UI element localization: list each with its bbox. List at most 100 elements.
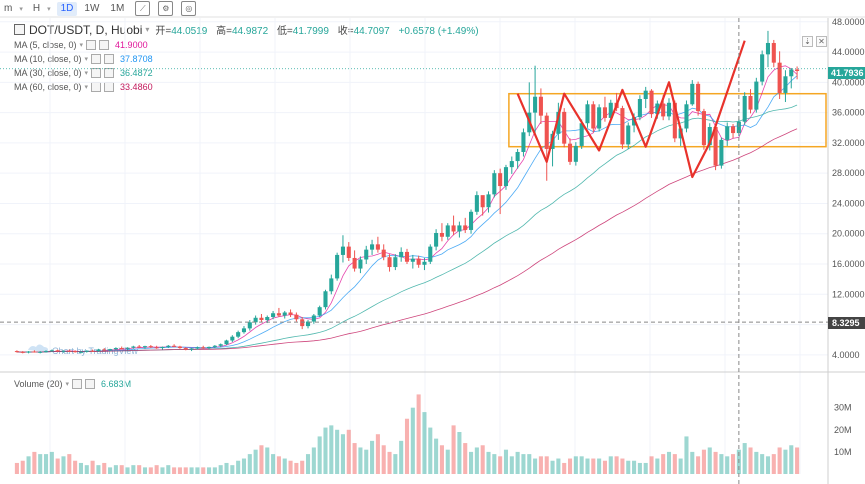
candle [183, 347, 188, 351]
pane-close-icon[interactable]: ✕ [816, 36, 827, 47]
volume-bar [422, 412, 427, 474]
settings-icon[interactable]: ⚙ [158, 1, 174, 16]
candle-body [381, 249, 386, 258]
volume-close-icon[interactable] [85, 379, 96, 389]
candle-body [760, 54, 765, 82]
interval-minutes-button[interactable]: m [4, 3, 13, 14]
symbol-dropdown-icon[interactable]: ▾ [145, 25, 150, 34]
candle [288, 309, 293, 318]
candle-body [544, 115, 549, 149]
volume-visibility-icon[interactable] [72, 379, 83, 389]
price-tick-label: 36.0000 [832, 108, 865, 118]
volume-bar [108, 467, 113, 474]
ma30-close-icon[interactable] [104, 68, 115, 78]
candle-body [300, 319, 305, 327]
interval-month-button[interactable]: 1M [110, 3, 125, 14]
ma5-dropdown-icon[interactable]: ▾ [79, 42, 84, 49]
volume-bar [177, 467, 182, 474]
candle [783, 70, 788, 103]
volume-bar [463, 443, 468, 474]
ma5-visibility-icon[interactable] [86, 40, 97, 50]
consolidation-box [508, 92, 827, 148]
candle-body [538, 96, 543, 116]
candle [538, 88, 543, 124]
candle [259, 313, 264, 323]
volume-bar [288, 460, 293, 474]
candle [119, 346, 124, 350]
candle-body [84, 350, 89, 352]
candle-body [439, 232, 444, 237]
candle-body [632, 117, 637, 126]
high-label: 高= [216, 26, 232, 37]
volume-bar [533, 458, 538, 474]
volume-bar [678, 458, 683, 474]
ma10-line [16, 75, 798, 353]
candle [410, 254, 415, 269]
volume-dropdown-icon[interactable]: ▾ [65, 381, 70, 388]
candle-body [166, 345, 171, 347]
candle [404, 248, 410, 265]
ma30-dropdown-icon[interactable]: ▾ [84, 70, 89, 77]
candle-body [690, 83, 695, 105]
candle-body [457, 225, 462, 232]
ma60-dropdown-icon[interactable]: ▾ [84, 84, 89, 91]
interval-day-button[interactable]: 1D [56, 1, 78, 16]
pane-collapse-icon[interactable]: ⇣ [802, 36, 813, 47]
volume-bar [754, 451, 759, 474]
candle-body [748, 95, 753, 110]
candle [55, 349, 60, 352]
candle [189, 348, 194, 352]
interval-week-button[interactable]: 1W [84, 3, 100, 14]
candle-body [509, 161, 514, 168]
volume-bar [399, 440, 404, 474]
interval-minutes-dropdown-icon[interactable]: ▾ [19, 5, 23, 13]
candle [294, 312, 299, 322]
candle-body [78, 351, 83, 353]
volume-bar [311, 447, 316, 474]
volume-bar [597, 458, 602, 474]
volume-bar [451, 425, 456, 474]
candle [509, 156, 514, 174]
last-price-tag: 41.7936 [831, 68, 864, 78]
ma10-dropdown-icon[interactable]: ▾ [84, 56, 89, 63]
volume-bar [241, 458, 247, 474]
interval-hours-dropdown-icon[interactable]: ▾ [47, 5, 51, 13]
volume-bar [38, 454, 43, 474]
ma5-close-icon[interactable] [99, 40, 110, 50]
candle-body [463, 225, 468, 230]
candle [90, 349, 95, 352]
high-value: 44.9872 [232, 26, 269, 37]
ma5-label: MA (5, close, 0) [14, 40, 77, 50]
candle-body [684, 104, 689, 129]
volume-bar [387, 451, 392, 474]
candle [439, 223, 444, 242]
screenshot-icon[interactable]: ◎ [181, 1, 197, 16]
volume-bar [655, 458, 660, 474]
volume-label: Volume (20) [14, 379, 63, 389]
candle-body [474, 195, 479, 212]
candle [748, 89, 753, 114]
candle [300, 317, 305, 330]
volume-bar [195, 467, 200, 474]
candle-body [777, 62, 782, 93]
candle-body [696, 83, 701, 112]
candle [43, 350, 49, 353]
volume-bar [643, 462, 648, 474]
candle [49, 349, 54, 352]
interval-hours-button[interactable]: H [32, 3, 41, 14]
volume-bar [573, 456, 578, 474]
low-label: 低= [276, 26, 293, 37]
ma10-close-icon[interactable] [104, 54, 115, 64]
volume-bar [294, 462, 299, 474]
volume-bar [183, 467, 188, 474]
candle-body [597, 107, 602, 129]
collapse-legend-icon[interactable] [14, 24, 25, 35]
candle [585, 100, 590, 128]
volume-bar [381, 445, 386, 474]
symbol-legend: DOT/USDT, D, Huobi ▾ 开=44.0519 高=44.9872… [14, 22, 479, 37]
chart-type-icon[interactable]: ⟋ [135, 1, 151, 16]
volume-bar [632, 460, 637, 474]
ma10-visibility-icon[interactable] [91, 54, 102, 64]
candle-body [212, 345, 217, 347]
